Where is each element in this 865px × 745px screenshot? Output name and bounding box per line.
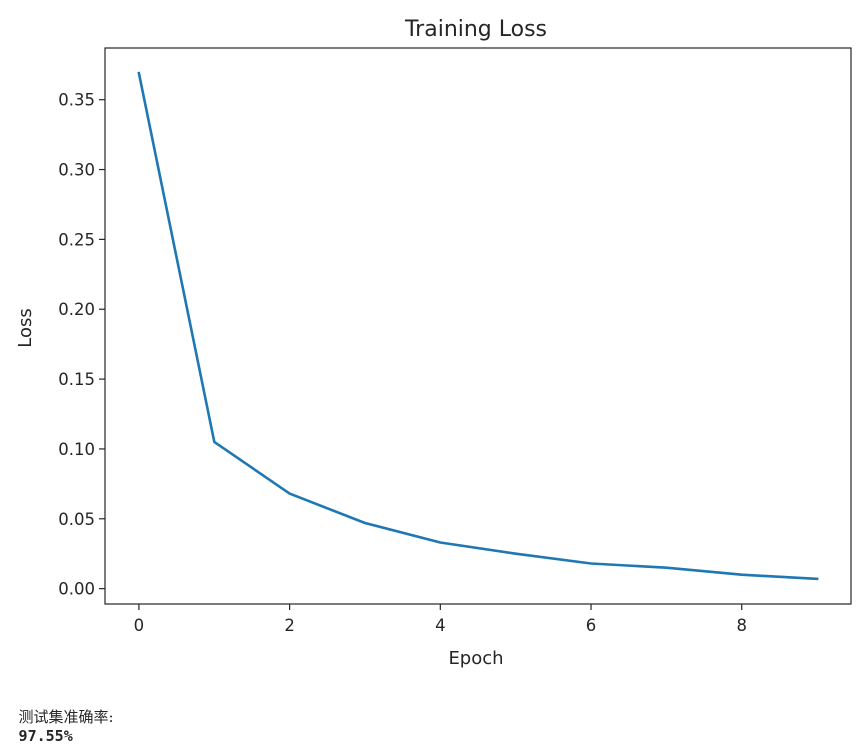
y-tick-label: 0.25 (58, 230, 95, 249)
x-tick-label: 2 (284, 616, 295, 635)
y-tick-label: 0.30 (58, 161, 95, 180)
plot-frame (104, 47, 852, 605)
y-tick-label: 0.20 (58, 300, 95, 319)
plot-area: 0 2 4 6 8 0.00 0.05 0.10 0.15 0.20 0.25 0.30 0.35 (58, 47, 852, 635)
test-accuracy-value: 97.55% (18, 727, 73, 745)
loss-line (137, 71, 819, 581)
chart-title: Training Loss (404, 17, 547, 42)
y-tick-label: 0.15 (58, 370, 95, 389)
y-tick-label: 0.10 (58, 440, 95, 459)
y-tick-label: 0.35 (58, 91, 95, 110)
y-axis-label: Loss (15, 308, 36, 347)
y-tick-label: 0.05 (58, 510, 95, 529)
x-axis-label: Epoch (448, 648, 503, 669)
x-tick-label: 0 (134, 616, 145, 635)
test-accuracy-output: 测试集准确率: 97.55% (9, 688, 114, 745)
x-tick-label: 6 (586, 616, 597, 635)
line-chart: Training Loss 0 2 4 6 80.000.050.100.150.200… (15, 17, 852, 669)
x-tick-label: 8 (736, 616, 747, 635)
x-tick-label: 4 (435, 616, 446, 635)
y-tick-label: 0.00 (58, 580, 95, 599)
test-accuracy-label: 测试集准确率: (18, 708, 114, 726)
